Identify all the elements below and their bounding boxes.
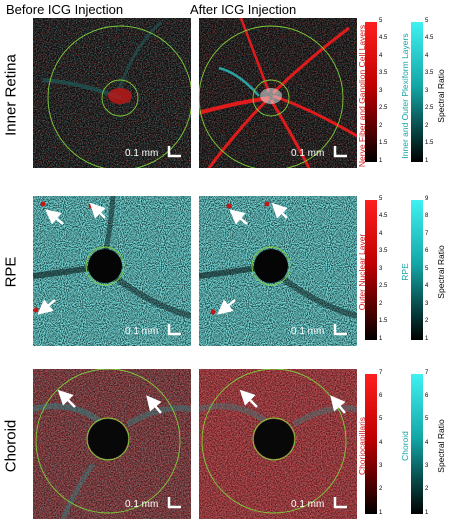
scale-bar-label: 0.1 mm (125, 326, 159, 337)
panel-choroid-after: 0.1 mm (199, 369, 357, 519)
row-label-choroid: Choroid (2, 419, 20, 473)
panel-rpe-after: 0.1 mm (199, 196, 357, 346)
column-title-after: After ICG Injection (190, 2, 297, 17)
row-label-inner-retina: Inner Retina (2, 54, 20, 136)
spectral-ratio-label: Spectral Ratio (436, 245, 446, 299)
cyan-colorbar-label: RPE (400, 263, 410, 281)
cyan-colorbar (411, 200, 423, 340)
row-label-rpe: RPE (2, 256, 20, 288)
scale-bar-label: 0.1 mm (125, 499, 159, 510)
column-title-before: Before ICG Injection (6, 2, 124, 17)
panel-rpe-before: 0.1 mm (33, 196, 191, 346)
scale-bar-label: 0.1 mm (291, 148, 325, 159)
red-colorbar-label: Outer Nuclear Layer (357, 233, 367, 311)
red-colorbar-label: Choriocapillaris (357, 416, 367, 476)
panel-inner-retina-before: 0.1 mm (33, 18, 191, 168)
cyan-colorbar (411, 374, 423, 514)
red-colorbar (365, 374, 377, 514)
red-colorbar-label: Nerve Fiber and Ganglion Cell Layers (357, 24, 367, 168)
scale-bar-label: 0.1 mm (291, 326, 325, 337)
red-colorbar (365, 22, 377, 162)
spectral-ratio-label: Spectral Ratio (436, 419, 446, 473)
scale-bar-label: 0.1 mm (291, 499, 325, 510)
cyan-colorbar-label: Inner and Outer Plexiform Layers (400, 33, 410, 159)
panel-choroid-before: 0.1 mm (33, 369, 191, 519)
scale-bar-label: 0.1 mm (125, 148, 159, 159)
cyan-colorbar (411, 22, 423, 162)
panel-inner-retina-after: 0.1 mm (199, 18, 357, 168)
cyan-colorbar-label: Choroid (400, 431, 410, 461)
spectral-ratio-label: Spectral Ratio (436, 69, 446, 123)
red-colorbar (365, 200, 377, 340)
